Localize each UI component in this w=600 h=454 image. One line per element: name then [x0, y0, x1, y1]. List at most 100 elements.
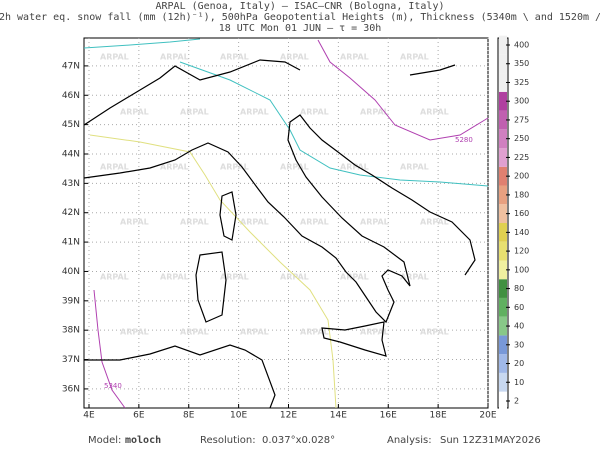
footer-label: Resolution: — [200, 435, 256, 446]
map-frame — [83, 37, 489, 409]
contour-label: 5280 — [455, 136, 473, 144]
colorbar-swatch — [499, 279, 507, 298]
contour-label: 5340 — [104, 382, 122, 390]
colorbar-label: 10 — [514, 378, 524, 387]
watermark: ARPAL — [300, 328, 329, 337]
colorbar-swatch — [499, 260, 507, 280]
footer-label: Analysis: — [387, 435, 432, 446]
coastline — [83, 114, 476, 324]
colorbar-label: 300 — [514, 97, 529, 106]
colorbar-label: 400 — [514, 41, 529, 50]
watermark: ARPAL — [340, 163, 369, 172]
colorbar-swatch — [499, 54, 507, 74]
y-tick-label: 43N — [62, 179, 80, 189]
y-tick-label: 47N — [62, 61, 80, 71]
colorbar-label: 160 — [514, 209, 529, 218]
y-tick-label: 41N — [62, 238, 80, 248]
colorbar-label: 225 — [514, 153, 529, 162]
contour — [179, 61, 489, 187]
watermark: ARPAL — [160, 53, 189, 62]
watermark: ARPAL — [420, 218, 449, 227]
colorbar-swatch — [499, 354, 507, 373]
grid — [84, 38, 489, 408]
watermark: ARPAL — [360, 108, 389, 117]
watermark: ARPAL — [220, 273, 249, 282]
colorbar-label: 60 — [514, 303, 524, 312]
island — [195, 251, 227, 323]
watermark: ARPAL — [420, 108, 449, 117]
coastlines — [83, 59, 476, 409]
x-tick-label: 18E — [430, 411, 447, 421]
watermark: ARPAL — [240, 328, 269, 337]
watermark: ARPAL — [400, 273, 429, 282]
watermark: ARPAL — [360, 218, 389, 227]
watermark: ARPAL — [280, 163, 309, 172]
colorbar-label: 180 — [514, 190, 529, 199]
y-tick-label: 40N — [62, 267, 80, 277]
watermark: ARPAL — [300, 218, 329, 227]
y-tick-label: 37N — [62, 355, 80, 365]
footer-value: 0.037°x0.028° — [262, 435, 335, 446]
watermark: ARPAL — [340, 53, 369, 62]
watermark: ARPAL — [300, 108, 329, 117]
colorbar-swatch — [499, 35, 507, 55]
watermark: ARPAL — [420, 328, 449, 337]
watermark: ARPAL — [180, 218, 209, 227]
watermark: ARPAL — [120, 328, 149, 337]
footer-value: moloch — [125, 435, 161, 446]
colorbar-swatch — [499, 335, 507, 355]
y-tick-label: 44N — [62, 149, 80, 159]
colorbar-label: 120 — [514, 247, 529, 256]
watermark: ARPAL — [400, 53, 429, 62]
colorbar-label: 250 — [514, 134, 529, 143]
contour — [83, 38, 201, 49]
watermark: ARPAL — [400, 163, 429, 172]
watermark: ARPAL — [360, 328, 389, 337]
header-line: ARPAL (Genoa, Italy) – ISAC–CNR (Bologna… — [156, 1, 445, 12]
watermark: ARPAL — [340, 273, 369, 282]
x-tick-label: 10E — [230, 411, 247, 421]
x-tick-label: 14E — [330, 411, 347, 421]
colorbar-label: 325 — [514, 78, 529, 87]
header-line: 12h water eq. snow fall (mm (12h)⁻¹), 50… — [0, 12, 600, 23]
colorbar-label: 30 — [514, 340, 524, 349]
colorbar-label: 275 — [514, 115, 529, 124]
colorbar-label: 40 — [514, 322, 524, 331]
watermark: ARPAL — [100, 163, 129, 172]
y-tick-label: 45N — [62, 120, 80, 130]
contour — [317, 39, 489, 141]
y-tick-label: 38N — [62, 326, 80, 336]
colorbar-label: 20 — [514, 359, 524, 368]
colorbar-swatch — [499, 148, 507, 167]
colorbar-label: 140 — [514, 228, 529, 237]
coastline — [409, 64, 456, 76]
colorbar-swatch — [499, 91, 507, 111]
colorbar-swatch — [499, 110, 507, 130]
colorbar-label: 100 — [514, 265, 529, 274]
island — [321, 321, 387, 357]
watermark: ARPAL — [220, 53, 249, 62]
colorbar-swatch — [499, 316, 507, 336]
y-tick-label: 39N — [62, 296, 80, 306]
watermark: ARPAL — [280, 53, 309, 62]
colorbar-swatch — [499, 185, 507, 205]
watermark: ARPAL — [220, 163, 249, 172]
x-tick-label: 12E — [280, 411, 297, 421]
watermark: ARPAL — [180, 328, 209, 337]
watermark: ARPAL — [160, 273, 189, 282]
watermark: ARPAL — [120, 108, 149, 117]
footer-label: Model: — [88, 435, 121, 446]
watermark: ARPAL — [120, 218, 149, 227]
colorbar-label: 200 — [514, 172, 529, 181]
footer-value: Sun 12Z31MAY2026 — [440, 435, 541, 446]
y-tick-label: 36N — [62, 384, 80, 394]
x-tick-label: 20E — [479, 411, 496, 421]
x-tick-label: 16E — [380, 411, 397, 421]
colorbar-swatch — [499, 372, 507, 392]
colorbar-swatch — [499, 73, 507, 92]
watermark: ARPAL — [100, 53, 129, 62]
colorbar-swatch — [499, 223, 507, 242]
contour — [89, 134, 337, 409]
x-tick-label: 6E — [133, 411, 145, 421]
